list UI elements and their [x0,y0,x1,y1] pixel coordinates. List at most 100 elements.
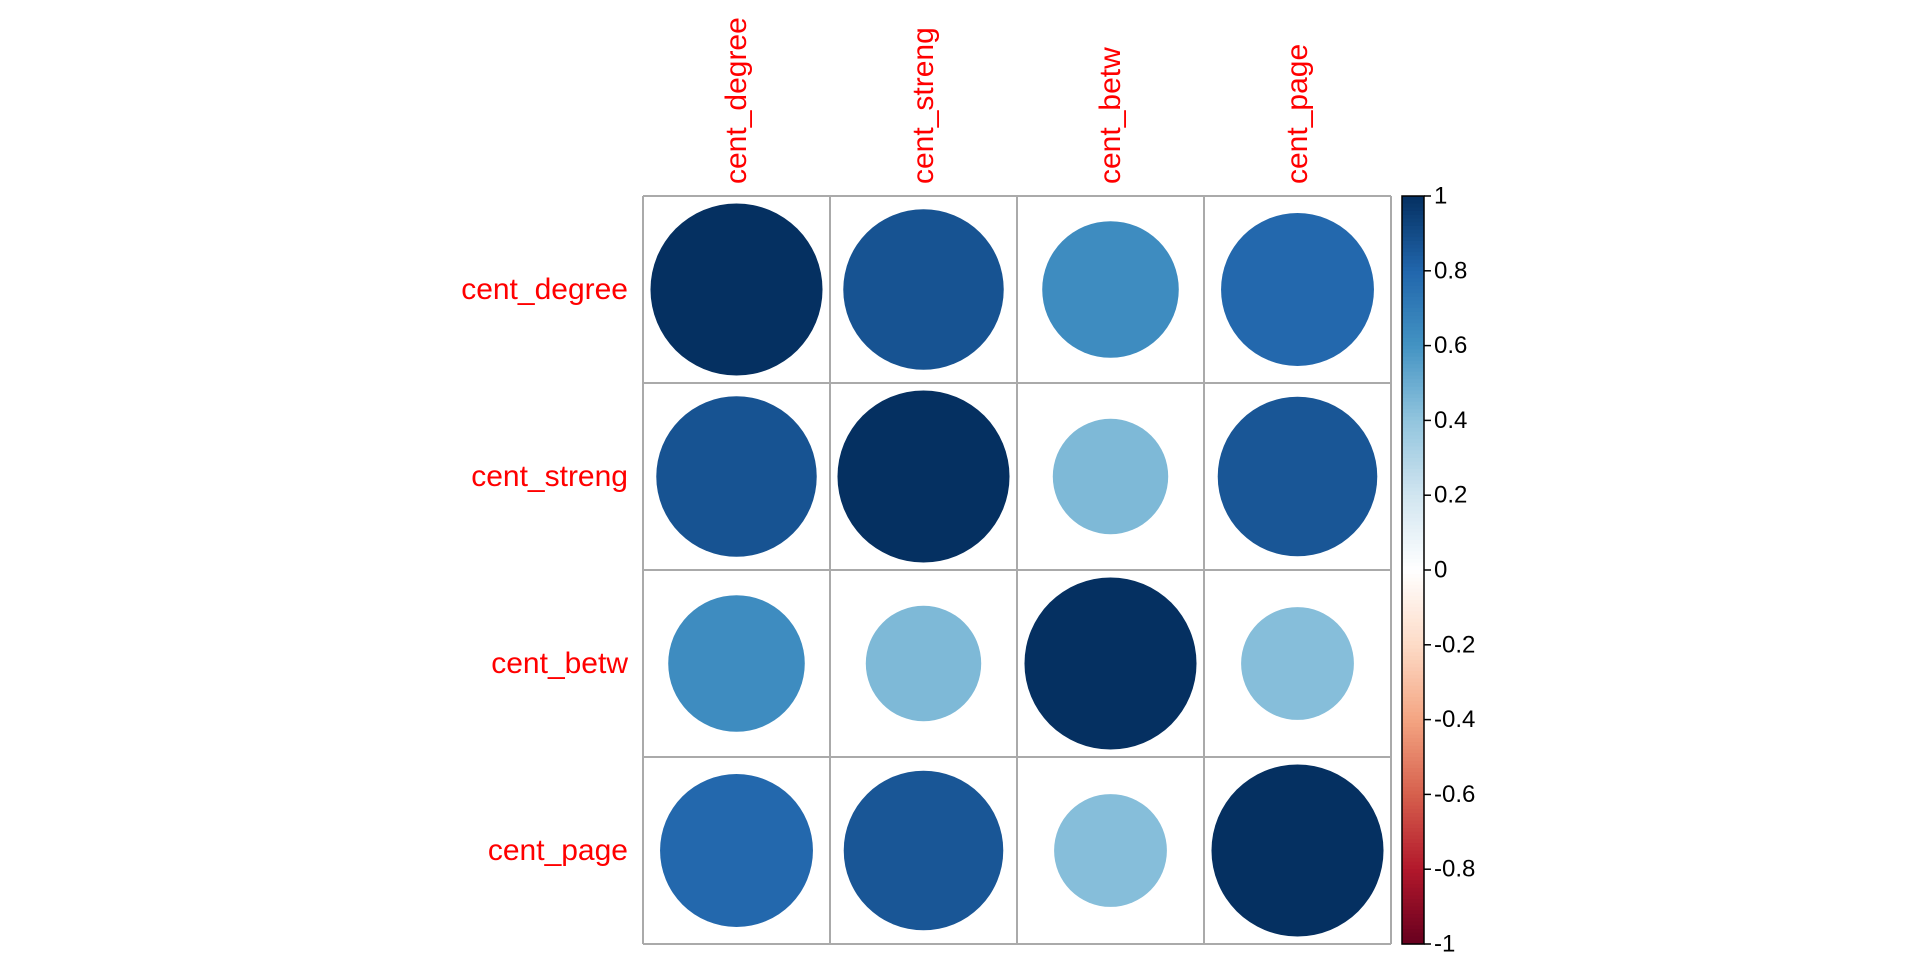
legend-color-bar [1402,196,1424,945]
legend-color-segment [1402,693,1424,698]
legend-color-segment [1402,461,1424,466]
legend-color-segment [1402,233,1424,238]
legend-color-segment [1402,356,1424,362]
legend-color-segment [1402,472,1424,478]
legend-color-segment [1402,278,1424,283]
cell-grid [642,195,1392,945]
legend-color-segment [1402,218,1424,223]
legend-color-segment [1402,816,1424,822]
legend-color-segment [1402,244,1424,249]
row-label: cent_degree [461,273,628,306]
legend-color-segment [1402,929,1424,934]
legend-color-segment [1402,282,1424,287]
legend-color-segment [1402,285,1424,291]
legend-tick-label: 1 [1434,183,1447,210]
legend-color-segment [1402,910,1424,915]
legend-color-segment [1402,371,1424,377]
legend-color-segment [1402,480,1424,485]
legend-color-segment [1402,917,1424,923]
legend-color-segment [1402,936,1424,941]
legend-color-segment [1402,727,1424,732]
legend-color-segment [1402,293,1424,298]
legend-color-segment [1402,424,1424,429]
legend-color-segment [1402,801,1424,807]
correlation-circle [837,390,1010,563]
legend-color-segment [1402,592,1424,597]
legend-color-segment [1402,596,1424,601]
legend-color-segment [1402,678,1424,683]
legend-color-segment [1402,633,1424,638]
legend-color-segment [1402,498,1424,504]
legend-color-segment [1402,641,1424,646]
legend-color-segment [1402,940,1424,945]
legend-color-segment [1402,584,1424,590]
legend-color-segment [1402,884,1424,889]
legend-color-segment [1402,794,1424,799]
legend-tick-label: -1 [1434,931,1455,958]
legend-color-segment [1402,603,1424,608]
legend-color-segment [1402,517,1424,522]
legend-color-segment [1402,360,1424,365]
legend-color-segment [1402,330,1424,335]
row-label: cent_streng [471,460,628,493]
legend-color-segment [1402,435,1424,440]
legend-color-segment [1402,715,1424,721]
legend-color-segment [1402,551,1424,556]
color-legend: 1 0.8 0.6 0.4 0.2 0 -0.2 -0.4 -0.6 -0.8 -1 [1401,183,1475,958]
legend-color-segment [1402,401,1424,407]
legend-color-segment [1402,700,1424,706]
legend-color-segment [1402,745,1424,751]
legend-color-segment [1402,764,1424,769]
legend-color-segment [1402,506,1424,511]
legend-color-segment [1402,502,1424,508]
legend-color-segment [1402,876,1424,882]
legend-color-segment [1402,588,1424,594]
legend-color-segment [1402,379,1424,384]
legend-color-segment [1402,255,1424,261]
legend-color-segment [1402,383,1424,388]
legend-color-segment [1402,315,1424,321]
legend-color-segment [1402,667,1424,672]
legend-color-segment [1402,207,1424,212]
legend-color-segment [1402,566,1424,571]
legend-color-segment [1402,790,1424,795]
legend-color-segment [1402,252,1424,257]
legend-color-segment [1402,581,1424,586]
legend-color-segment [1402,390,1424,395]
legend-color-segment [1402,203,1424,208]
legend-color-segment [1402,902,1424,908]
legend-color-segment [1402,865,1424,870]
legend-color-segment [1402,442,1424,448]
legend-color-segment [1402,483,1424,489]
legend-color-segment [1402,689,1424,695]
legend-color-segment [1402,712,1424,717]
legend-color-segment [1402,861,1424,867]
legend-color-segment [1402,771,1424,777]
legend-tick-label: 0.4 [1434,407,1467,434]
legend-color-segment [1402,431,1424,436]
legend-color-segment [1402,409,1424,414]
correlation-cells [650,203,1384,937]
legend-color-segment [1402,895,1424,900]
legend-color-segment [1402,663,1424,668]
legend-color-segment [1402,368,1424,373]
legend-color-segment [1402,341,1424,347]
legend-color-segment [1402,308,1424,313]
legend-color-segment [1402,906,1424,911]
correlation-circle [1054,794,1167,907]
legend-color-segment [1402,229,1424,234]
legend-color-segment [1402,831,1424,837]
legend-color-segment [1402,656,1424,661]
legend-tick-label: 0.6 [1434,332,1467,359]
legend-color-segment [1402,386,1424,392]
legend-color-segment [1402,708,1424,713]
legend-color-segment [1402,345,1424,350]
correlation-circle [1024,577,1197,750]
legend-color-segment [1402,405,1424,410]
legend-tick-label: -0.4 [1434,706,1475,733]
legend-color-segment [1402,779,1424,784]
correlation-circle [656,396,817,557]
legend-color-segment [1402,742,1424,747]
legend-color-segment [1402,577,1424,582]
